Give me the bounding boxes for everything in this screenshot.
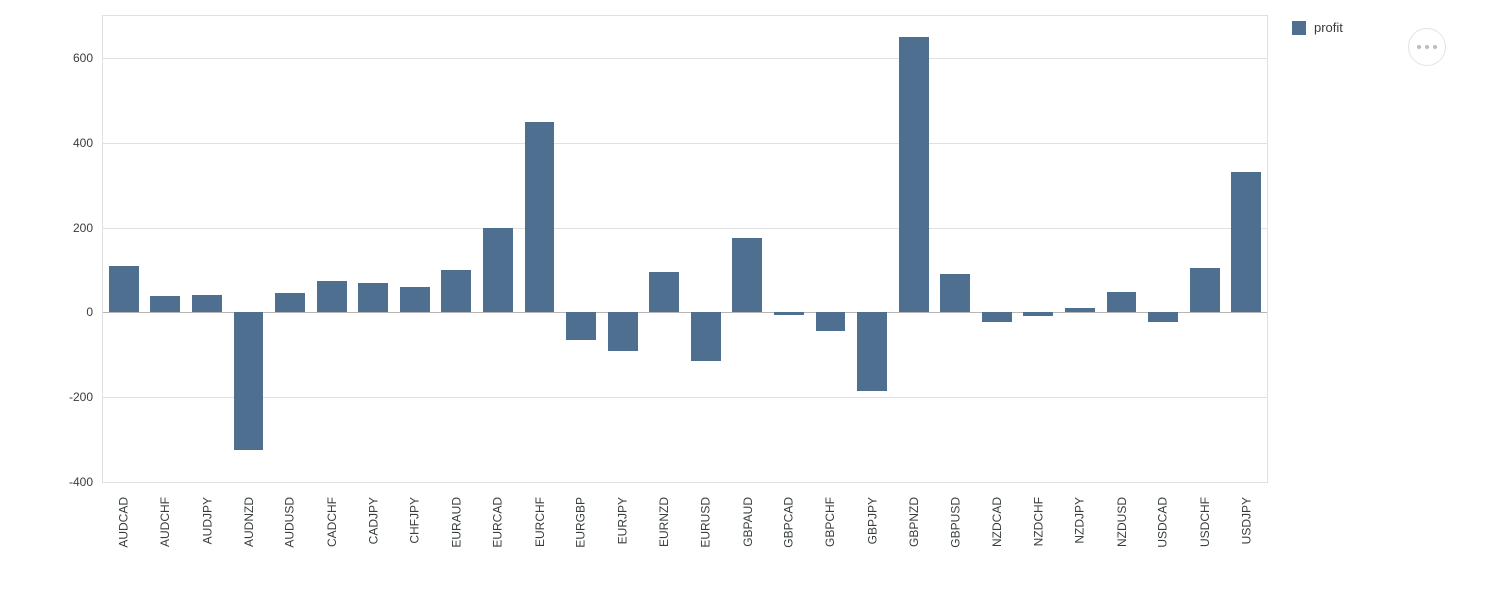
bar[interactable] <box>691 312 721 361</box>
y-tick-label: 400 <box>73 136 103 150</box>
bar[interactable] <box>857 312 887 390</box>
y-tick-label: -200 <box>69 390 103 404</box>
bar[interactable] <box>400 287 430 312</box>
gridline <box>103 228 1267 229</box>
plot-area: -400-2000200400600AUDCADAUDCHFAUDJPYAUDN… <box>102 15 1268 483</box>
bar[interactable] <box>317 281 347 313</box>
bar[interactable] <box>150 296 180 312</box>
legend-swatch <box>1292 21 1306 35</box>
bar[interactable] <box>1190 268 1220 313</box>
legend-label: profit <box>1314 20 1343 35</box>
bar[interactable] <box>899 37 929 313</box>
zero-line <box>103 312 1267 313</box>
bar[interactable] <box>1065 308 1095 312</box>
bar[interactable] <box>566 312 596 340</box>
bar[interactable] <box>816 312 846 331</box>
y-tick-label: 0 <box>86 305 103 319</box>
bar[interactable] <box>1231 172 1261 313</box>
dots-icon <box>1433 45 1437 49</box>
bar[interactable] <box>1107 292 1137 312</box>
bar[interactable] <box>1023 312 1053 315</box>
gridline <box>103 143 1267 144</box>
bar[interactable] <box>234 312 264 450</box>
y-tick-label: 600 <box>73 51 103 65</box>
dots-icon <box>1425 45 1429 49</box>
bar[interactable] <box>1148 312 1178 321</box>
chart-menu-button[interactable] <box>1408 28 1446 66</box>
bar[interactable] <box>358 283 388 313</box>
bar[interactable] <box>608 312 638 351</box>
bar[interactable] <box>940 274 970 312</box>
bar[interactable] <box>732 238 762 312</box>
y-tick-label: -400 <box>69 475 103 489</box>
bar[interactable] <box>192 295 222 313</box>
y-tick-label: 200 <box>73 221 103 235</box>
bar[interactable] <box>982 312 1012 321</box>
bar[interactable] <box>649 272 679 312</box>
dots-icon <box>1417 45 1421 49</box>
bar[interactable] <box>109 266 139 313</box>
bar[interactable] <box>441 270 471 312</box>
bar[interactable] <box>483 228 513 313</box>
bar[interactable] <box>774 312 804 314</box>
chart-container: -400-2000200400600AUDCADAUDCHFAUDJPYAUDN… <box>0 0 1490 612</box>
gridline <box>103 397 1267 398</box>
gridline <box>103 482 1267 483</box>
bar[interactable] <box>525 122 555 312</box>
legend[interactable]: profit <box>1292 20 1343 35</box>
bar[interactable] <box>275 293 305 312</box>
gridline <box>103 58 1267 59</box>
